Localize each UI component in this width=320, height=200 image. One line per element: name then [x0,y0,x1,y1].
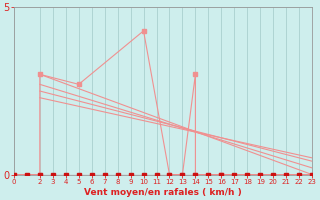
X-axis label: Vent moyen/en rafales ( km/h ): Vent moyen/en rafales ( km/h ) [84,188,242,197]
